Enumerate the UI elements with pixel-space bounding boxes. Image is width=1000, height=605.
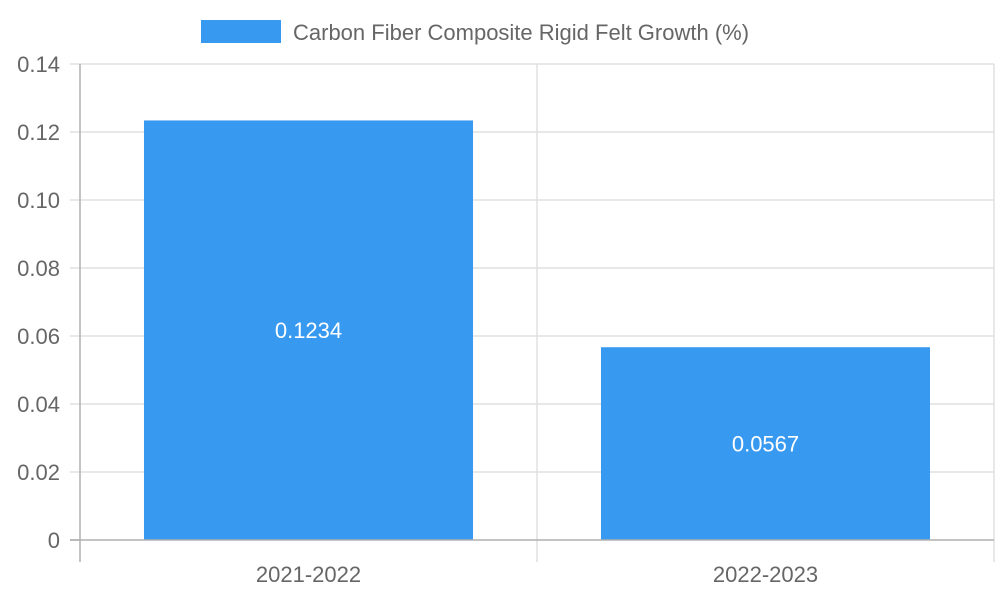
x-tick-label: 2022-2023 (713, 562, 818, 587)
y-tick-label: 0.08 (17, 256, 60, 281)
bar-value-label: 0.1234 (275, 318, 342, 343)
y-tick-label: 0.14 (17, 52, 60, 77)
y-tick-label: 0.04 (17, 392, 60, 417)
legend-swatch[interactable] (201, 20, 281, 43)
y-tick-label: 0.02 (17, 460, 60, 485)
y-tick-label: 0 (48, 528, 60, 553)
y-tick-label: 0.12 (17, 120, 60, 145)
bar-layer (143, 120, 931, 540)
y-tick-label: 0.10 (17, 188, 60, 213)
legend[interactable]: Carbon Fiber Composite Rigid Felt Growth… (201, 20, 749, 45)
axis-layer (70, 64, 994, 562)
bar[interactable] (600, 347, 931, 540)
bar-value-label: 0.0567 (732, 432, 799, 457)
label-layer: 0 0.02 0.04 0.06 0.08 0.10 0.12 0.14 0.1234 2021-… (17, 52, 818, 587)
x-tick-label: 2021-2022 (256, 562, 361, 587)
bar[interactable] (143, 120, 474, 540)
y-tick-label: 0.06 (17, 324, 60, 349)
legend-label[interactable]: Carbon Fiber Composite Rigid Felt Growth… (293, 20, 749, 45)
